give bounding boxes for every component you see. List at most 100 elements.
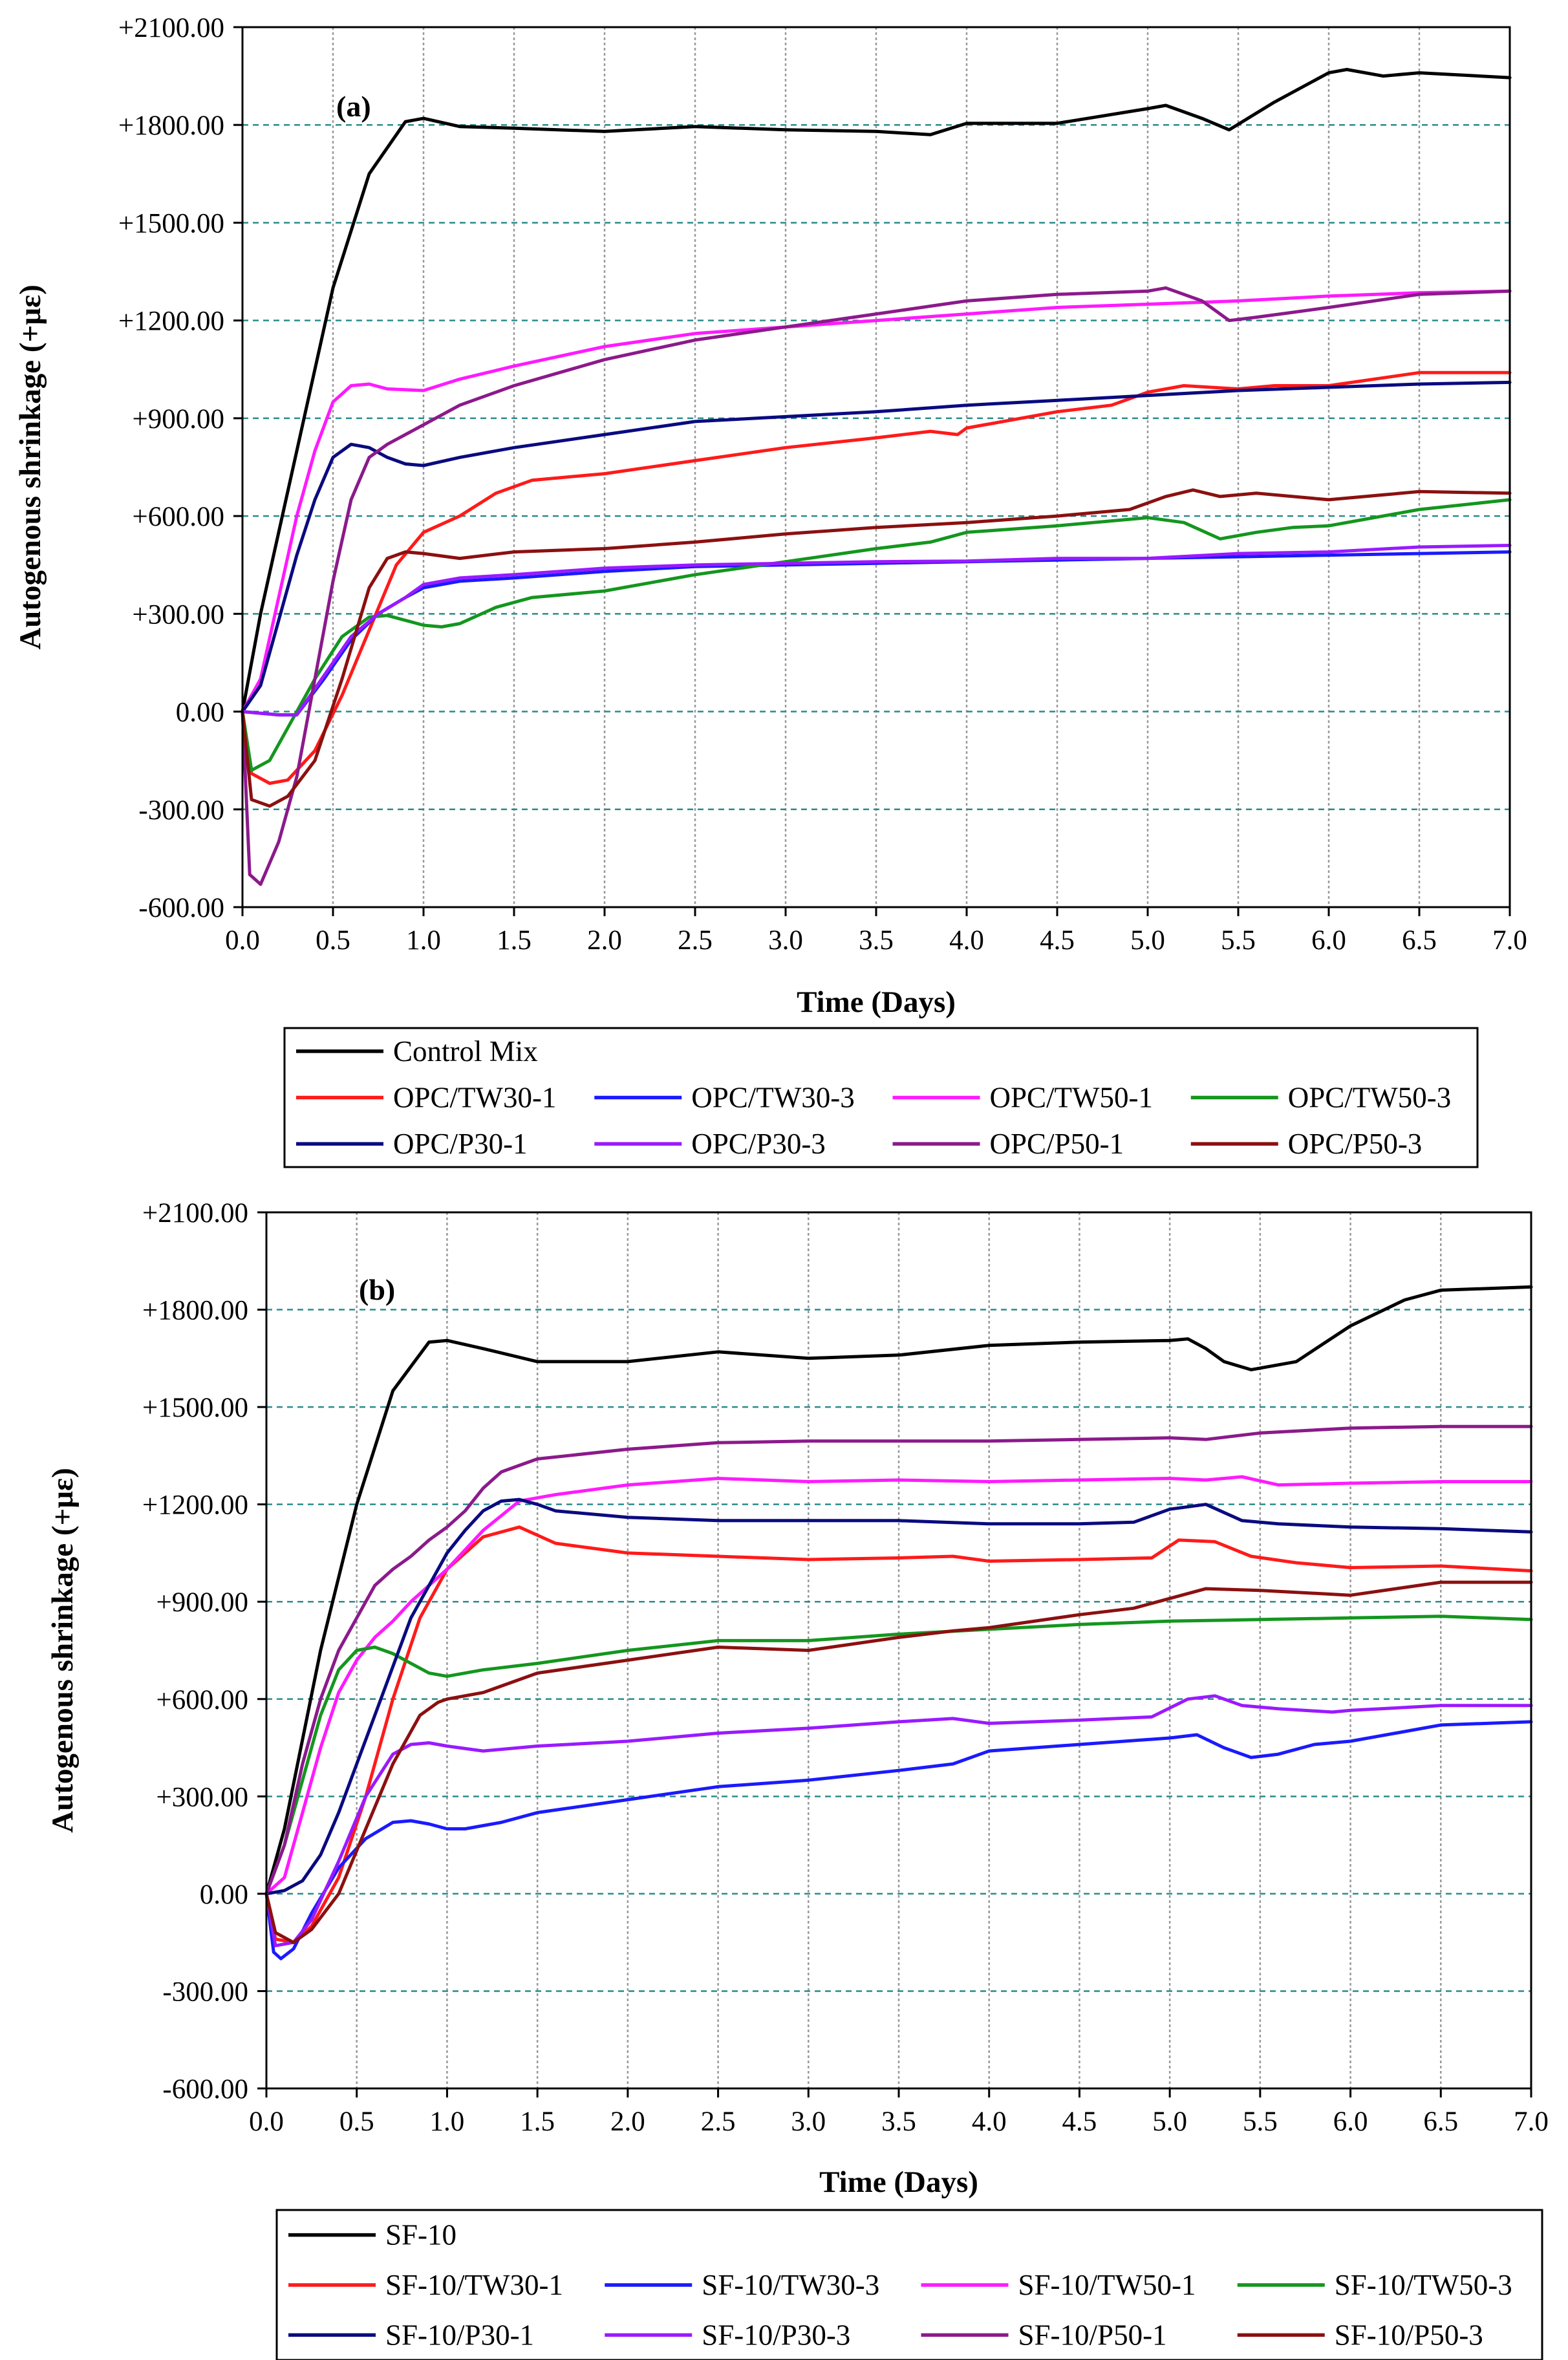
legend-label: OPC/P30-1: [393, 1128, 528, 1160]
y-tick-label: +1800.00: [118, 111, 224, 141]
series-line-opc-p30-1: [241, 380, 1512, 714]
x-tick-label: 1.0: [430, 2107, 465, 2137]
y-tick-label: +2100.00: [118, 13, 224, 43]
series-line-sf-10-tw50-3: [264, 1614, 1533, 1896]
y-tick-label: +900.00: [156, 1587, 248, 1618]
x-tick-label: 6.5: [1402, 925, 1437, 956]
y-tick-label: +1200.00: [142, 1490, 248, 1521]
x-tick-label: 5.5: [1243, 2107, 1278, 2137]
y-axis-title-a: Autogenous shrinkage (+με): [14, 284, 47, 649]
y-tick-label: +300.00: [156, 1782, 248, 1812]
legend-label: SF-10: [385, 2219, 456, 2251]
x-tick-label: 5.0: [1130, 925, 1165, 956]
legend-label: OPC/TW30-1: [393, 1082, 557, 1114]
y-tick-label: 0.00: [200, 1880, 248, 1910]
series-line-opc-p50-3: [241, 488, 1512, 808]
x-tick-label: 0.0: [249, 2107, 284, 2137]
x-axis-title-a: Time (Days): [797, 985, 956, 1019]
y-tick-label: +1500.00: [142, 1393, 248, 1423]
y-tick-label: +1800.00: [142, 1296, 248, 1326]
x-tick-label: 5.0: [1152, 2107, 1187, 2137]
legend-label: SF-10/TW30-3: [702, 2269, 879, 2301]
series-line-sf-10-tw30-3: [264, 1720, 1533, 1960]
x-tick-label: 0.5: [316, 925, 350, 956]
x-tick-label: 3.5: [881, 2107, 916, 2137]
legend-label: OPC/P50-3: [1288, 1128, 1423, 1160]
panel-label-b: (b): [359, 1273, 395, 1306]
x-tick-label: 7.0: [1492, 925, 1527, 956]
x-tick-label: 6.5: [1423, 2107, 1458, 2137]
x-tick-label: 1.5: [497, 925, 532, 956]
x-tick-label: 0.5: [339, 2107, 374, 2137]
legend-label: OPC/TW50-3: [1288, 1082, 1452, 1114]
series-line-sf-10-p50-3: [264, 1580, 1533, 1944]
x-tick-label: 3.5: [859, 925, 894, 956]
series-line-opc-tw50-1: [241, 289, 1512, 714]
chart-panel-b: 0.0 0.5 1.0 1.5 2.0 2.5 3.0 3.5 4.0 4.5 5.0 5.5 6.0 6…: [46, 1198, 1549, 2360]
x-tick-label: 3.0: [791, 2107, 826, 2137]
y-tick-label: -600.00: [138, 893, 224, 923]
x-tick-label: 2.5: [701, 2107, 736, 2137]
series-group-b: [264, 1285, 1533, 1960]
legend-label: SF-10/P50-3: [1335, 2319, 1483, 2351]
y-tick-label: -300.00: [162, 1977, 248, 2007]
x-tick-label: 6.0: [1311, 925, 1346, 956]
x-tick-label: 5.5: [1221, 925, 1256, 956]
x-tick-label: 6.0: [1333, 2107, 1368, 2137]
y-tick-label: +2100.00: [142, 1198, 248, 1228]
legend-box: [275, 2209, 1543, 2360]
legend-label: OPC/P50-1: [990, 1128, 1124, 1160]
y-tick-label: +1200.00: [118, 306, 224, 337]
series-line-sf-10: [264, 1285, 1533, 1896]
x-tick-label: 4.0: [949, 925, 984, 956]
legend-label: SF-10/TW50-3: [1335, 2269, 1512, 2301]
legend-label: SF-10/TW30-1: [385, 2269, 563, 2301]
legend-label: OPC/P30-3: [691, 1128, 826, 1160]
legend-label: SF-10/P50-1: [1018, 2319, 1167, 2351]
y-tick-label: -600.00: [162, 2074, 248, 2105]
series-line-sf-10-tw30-1: [264, 1525, 1533, 1944]
series-group-a: [241, 68, 1512, 886]
x-tick-label: 4.5: [1040, 925, 1075, 956]
legend-b: SF-10 SF-10/TW30-1 SF-10/TW30-3 SF-10/TW50-…: [275, 2209, 1543, 2360]
series-line-opc-tw50-3: [241, 498, 1512, 772]
x-tick-label: 7.0: [1514, 2107, 1549, 2137]
grid-b: [266, 1212, 1531, 2088]
x-axis-title-b: Time (Days): [819, 2165, 978, 2199]
series-line-sf-10-p30-3: [264, 1694, 1533, 1947]
chart-panel-a: 0.0 0.5 1.0 1.5 2.0 2.5 3.0 3.5 4.0 4.5 5.0 5.5 6.0 6…: [14, 13, 1527, 1168]
x-tick-label: 0.0: [225, 925, 260, 956]
y-axis-title-b: Autogenous shrinkage (+με): [46, 1468, 80, 1832]
series-line-control-mix: [241, 68, 1512, 714]
y-tick-label: 0.00: [176, 698, 224, 728]
ticks-b: 0.0 0.5 1.0 1.5 2.0 2.5 3.0 3.5 4.0 4.5 5.0 5.5 6.0 6…: [142, 1198, 1549, 2137]
series-line-sf-10-p50-1: [264, 1424, 1533, 1896]
y-tick-label: -300.00: [138, 795, 224, 826]
x-tick-label: 4.5: [1062, 2107, 1097, 2137]
ticks-a: 0.0 0.5 1.0 1.5 2.0 2.5 3.0 3.5 4.0 4.5 5.0 5.5 6.0 6…: [118, 13, 1527, 956]
x-tick-label: 2.0: [587, 925, 622, 956]
x-tick-label: 4.0: [972, 2107, 1007, 2137]
y-tick-label: +600.00: [156, 1685, 248, 1715]
y-tick-label: +1500.00: [118, 208, 224, 239]
grid-a: [242, 27, 1510, 907]
legend-box: [283, 1027, 1479, 1168]
legend-a: Control Mix OPC/TW30-1 OPC/TW30-3 OPC/TW50-…: [283, 1027, 1479, 1168]
x-tick-label: 1.0: [406, 925, 441, 956]
y-tick-label: +600.00: [132, 502, 224, 532]
legend-label: SF-10/TW50-1: [1018, 2269, 1196, 2301]
series-line-opc-p50-1: [241, 286, 1512, 886]
x-tick-label: 2.0: [610, 2107, 645, 2137]
legend-label: OPC/TW30-3: [691, 1082, 855, 1114]
x-tick-label: 3.0: [768, 925, 803, 956]
legend-label: SF-10/P30-3: [702, 2319, 850, 2351]
x-tick-label: 1.5: [520, 2107, 555, 2137]
panel-label-a: (a): [336, 90, 371, 123]
x-tick-label: 2.5: [678, 925, 713, 956]
legend-label: OPC/TW50-1: [990, 1082, 1154, 1114]
series-line-sf-10-p30-1: [264, 1497, 1533, 1896]
legend-label: Control Mix: [393, 1035, 538, 1067]
legend-label: SF-10/P30-1: [385, 2319, 534, 2351]
y-tick-label: +300.00: [132, 599, 224, 630]
